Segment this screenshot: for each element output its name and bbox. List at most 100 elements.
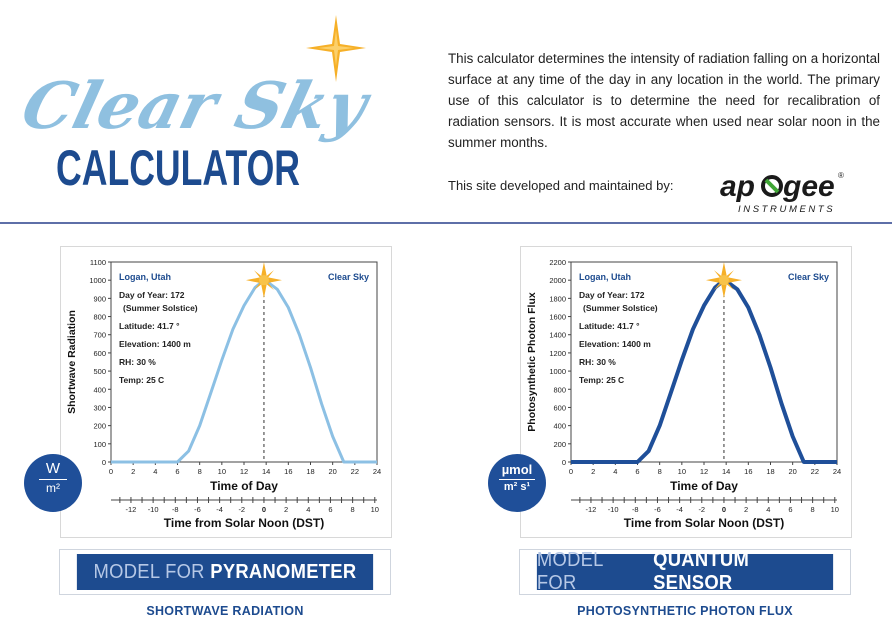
sun-core bbox=[258, 275, 269, 286]
maintained-text: This site developed and maintained by: bbox=[448, 178, 674, 193]
solar-noon-tick-label: -8 bbox=[632, 505, 639, 514]
solar-noon-tick-label: 4 bbox=[306, 505, 310, 514]
y-tick-label: 1000 bbox=[89, 276, 106, 285]
solar-noon-tick-label: 4 bbox=[766, 505, 770, 514]
y-tick-label: 700 bbox=[93, 331, 106, 340]
x-tick-label: 22 bbox=[811, 467, 819, 476]
sun-core bbox=[718, 275, 729, 286]
y-tick-label: 600 bbox=[553, 403, 566, 412]
x-tick-label: 12 bbox=[700, 467, 708, 476]
y-tick-label: 200 bbox=[93, 422, 106, 431]
y-tick-label: 1100 bbox=[90, 258, 106, 267]
y-tick-label: 1200 bbox=[549, 349, 566, 358]
ppf-caption: PHOTOSYNTHETIC PHOTON FLUX bbox=[577, 604, 793, 618]
apogee-logo[interactable]: ap gee ® INSTRUMENTS bbox=[716, 166, 846, 216]
apogee-name-left: ap bbox=[720, 170, 755, 203]
y-axis-label: Photosynthetic Photon Flux bbox=[526, 292, 538, 432]
y-tick-label: 2200 bbox=[549, 258, 566, 267]
y-tick-label: 0 bbox=[102, 458, 106, 467]
y-tick-label: 600 bbox=[93, 349, 106, 358]
location-label: Logan, Utah bbox=[119, 272, 171, 282]
y-tick-label: 1000 bbox=[549, 367, 566, 376]
x-tick-label: 14 bbox=[262, 467, 270, 476]
x-tick-label: 18 bbox=[306, 467, 314, 476]
location-label: Logan, Utah bbox=[579, 272, 631, 282]
shortwave-unit-bottom: m² bbox=[46, 481, 60, 495]
solar-noon-tick-label: 6 bbox=[788, 505, 792, 514]
ppf-unit-top: µmol bbox=[501, 462, 533, 477]
info-line: Latitude: 41.7 ° bbox=[579, 321, 640, 331]
info-line: Temp: 25 C bbox=[579, 375, 624, 385]
x-tick-label: 18 bbox=[766, 467, 774, 476]
sky-label: Clear Sky bbox=[788, 272, 829, 282]
ppf-unit-bottom: m² s¹ bbox=[503, 481, 531, 493]
x-tick-label: 10 bbox=[218, 467, 226, 476]
ppf-unit-badge: µmol m² s¹ bbox=[488, 454, 546, 512]
star-icon bbox=[306, 15, 366, 82]
x-tick-label: 2 bbox=[591, 467, 595, 476]
x-tick-label: 24 bbox=[373, 467, 381, 476]
solar-noon-tick-label: 8 bbox=[351, 505, 355, 514]
info-line: Elevation: 1400 m bbox=[579, 339, 651, 349]
solar-noon-tick-label: 6 bbox=[328, 505, 332, 514]
solar-noon-tick-label: 2 bbox=[744, 505, 748, 514]
model-quantum-sensor-button[interactable]: MODEL FOR QUANTUM SENSOR bbox=[519, 549, 851, 595]
x-tick-label: 6 bbox=[635, 467, 639, 476]
y-tick-label: 800 bbox=[553, 385, 566, 394]
info-line: Elevation: 1400 m bbox=[119, 339, 191, 349]
solar-noon-tick-label: -8 bbox=[172, 505, 179, 514]
x-tick-label: 4 bbox=[153, 467, 157, 476]
y-tick-label: 400 bbox=[93, 385, 106, 394]
clear-sky-calculator-logo: Clear Sky CALCULATOR bbox=[20, 15, 379, 196]
logo-word: CALCULATOR bbox=[56, 140, 300, 196]
x-tick-label: 12 bbox=[240, 467, 248, 476]
model-pyranometer-button[interactable]: MODEL FOR PYRANOMETER bbox=[59, 549, 391, 595]
y-tick-label: 200 bbox=[553, 440, 566, 449]
quantum-button-light: MODEL FOR bbox=[536, 549, 604, 594]
pyranometer-button-light: MODEL FOR bbox=[93, 560, 205, 583]
header-divider bbox=[0, 222, 892, 224]
solar-noon-tick-label: 0 bbox=[262, 505, 266, 514]
solar-noon-axis-label: Time from Solar Noon (DST) bbox=[624, 516, 784, 530]
shortwave-unit-top: W bbox=[45, 460, 61, 477]
solar-noon-tick-label: 10 bbox=[831, 505, 839, 514]
solar-noon-tick-label: 0 bbox=[722, 505, 726, 514]
apogee-subtitle: INSTRUMENTS bbox=[738, 204, 835, 215]
solar-noon-tick-label: -2 bbox=[698, 505, 705, 514]
y-tick-label: 1800 bbox=[549, 294, 566, 303]
pyranometer-button-bold: PYRANOMETER bbox=[210, 560, 357, 583]
x-tick-label: 22 bbox=[351, 467, 359, 476]
x-tick-label: 8 bbox=[658, 467, 662, 476]
sun-icon bbox=[705, 262, 742, 299]
y-tick-label: 400 bbox=[553, 422, 566, 431]
x-tick-label: 6 bbox=[175, 467, 179, 476]
info-line: (Summer Solstice) bbox=[583, 303, 658, 313]
info-line: RH: 30 % bbox=[119, 357, 156, 367]
y-tick-label: 100 bbox=[93, 440, 106, 449]
x-tick-label: 16 bbox=[284, 467, 292, 476]
solar-noon-tick-label: -2 bbox=[238, 505, 245, 514]
info-line: Latitude: 41.7 ° bbox=[119, 321, 180, 331]
y-tick-label: 300 bbox=[93, 403, 106, 412]
info-line: Temp: 25 C bbox=[119, 375, 164, 385]
y-tick-label: 900 bbox=[93, 294, 106, 303]
x-axis-label: Time of Day bbox=[670, 479, 738, 493]
solar-noon-tick-label: -10 bbox=[608, 505, 619, 514]
solar-noon-tick-label: -12 bbox=[126, 505, 137, 514]
solar-noon-tick-label: -10 bbox=[148, 505, 159, 514]
x-tick-label: 16 bbox=[744, 467, 752, 476]
x-tick-label: 8 bbox=[198, 467, 202, 476]
x-tick-label: 20 bbox=[788, 467, 796, 476]
x-axis-label: Time of Day bbox=[210, 479, 278, 493]
x-tick-label: 0 bbox=[109, 467, 113, 476]
info-line: RH: 30 % bbox=[579, 357, 616, 367]
info-line: Day of Year: 172 bbox=[119, 290, 185, 300]
shortwave-chart-panel: 0 100 200 300 400 500 600 700 800 900 1000 1100 0 2 4 6… bbox=[60, 246, 392, 538]
x-tick-label: 14 bbox=[722, 467, 730, 476]
info-line: Day of Year: 172 bbox=[579, 290, 645, 300]
plot-frame bbox=[110, 261, 378, 463]
shortwave-caption: SHORTWAVE RADIATION bbox=[146, 604, 304, 618]
x-tick-label: 4 bbox=[613, 467, 617, 476]
description: This calculator determines the intensity… bbox=[448, 51, 880, 150]
